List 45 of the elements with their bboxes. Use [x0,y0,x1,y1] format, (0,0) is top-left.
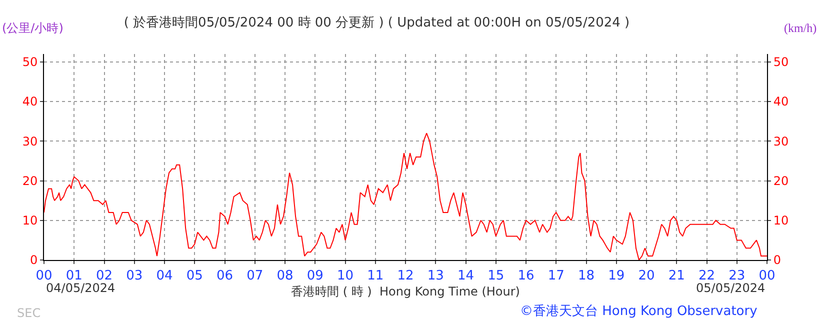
x-tick-label: 07 [246,268,264,284]
y-tick-label: 10 [22,214,38,228]
x-tick-label: 13 [427,268,444,284]
y2-tick-label: 50 [773,55,789,70]
x-tick-label: 14 [457,268,474,284]
x-tick-label: 06 [216,268,234,284]
x-tick-label: 00 [758,268,776,284]
x-tick-label: 01 [66,268,82,284]
y2-tick-label: 20 [773,174,789,188]
x-tick-label: 04 [156,268,173,284]
x-tick-label: 03 [126,268,143,284]
text: 05/05/2024 [696,281,766,295]
y2-tick-label: 30 [773,134,789,148]
x-tick-label: 15 [488,268,504,284]
x-tick-label: 18 [578,268,595,284]
y-tick-label: 30 [22,134,38,148]
x-tick-label: 19 [608,268,625,284]
x-tick-label: 00 [36,268,52,284]
y-tick-label: 0 [30,253,38,268]
x-tick-label: 16 [518,268,534,284]
x-tick-label: 12 [397,268,414,284]
x-axis-title: 香港時間 ( 時 ) Hong Kong Time (Hour) [291,284,520,298]
y-axis-title: (公里/小時) [2,21,64,35]
x-tick-label: 17 [548,268,564,284]
y-tick-label: 50 [22,55,38,70]
x-tick-label: 09 [306,268,324,284]
text: SEC [17,306,41,320]
x-tick-label: 20 [638,268,655,284]
text: 04/05/2024 [46,281,116,295]
x-tick-label: 22 [698,268,716,284]
x-tick-label: 11 [367,268,384,284]
text: ©香港天文台 Hong Kong Observatory [520,304,758,319]
x-tick-label: 05 [186,268,203,284]
y-tick-label: 40 [22,94,38,109]
y-tick-label: 20 [22,174,38,188]
chart-title: ( 於香港時間05/05/2024 00 時 00 分更新 ) ( Updated at 00:00H on 05/05/2024 ) [124,16,630,31]
x-tick-label: 23 [728,268,746,284]
x-tick-label: 21 [668,268,685,284]
y2-tick-label: 0 [773,253,782,268]
x-tick-label: 08 [276,268,294,284]
x-tick-label: 10 [336,268,354,284]
y2-axis-title: (km/h) [784,21,817,35]
y2-tick-label: 40 [773,94,789,109]
y2-tick-label: 10 [773,214,789,228]
x-tick-label: 02 [96,268,113,284]
